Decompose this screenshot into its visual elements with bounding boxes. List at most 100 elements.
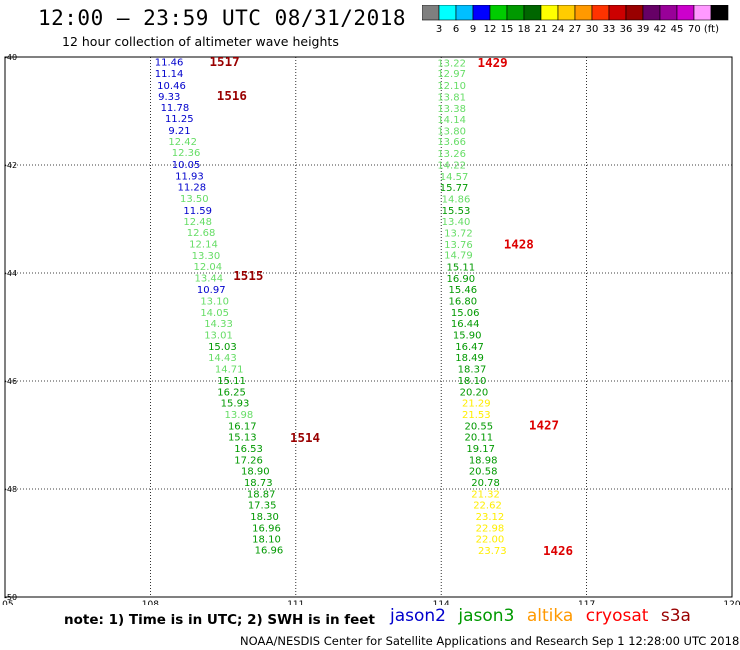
wave-height-value: 13.10 [200, 297, 229, 308]
wave-height-value: 13.40 [442, 217, 471, 228]
wave-height-value: 12.14 [189, 239, 218, 250]
chart-subtitle: 12 hour collection of altimeter wave hei… [62, 34, 339, 49]
wave-height-value: 17.26 [234, 455, 263, 466]
wave-height-value: 16.25 [217, 387, 246, 398]
wave-height-value: 18.10 [252, 535, 281, 546]
wave-height-value: 13.50 [180, 194, 209, 205]
wave-height-value: 12.42 [168, 137, 197, 148]
wave-height-value: 13.80 [437, 126, 466, 137]
wave-height-value: 15.03 [208, 342, 237, 353]
wave-height-value: 11.59 [183, 206, 212, 217]
y-tick-label: -44 [4, 269, 17, 278]
wave-height-value: 20.58 [469, 467, 498, 478]
wave-height-value: 14.05 [200, 308, 229, 319]
wave-height-value: 10.46 [157, 81, 186, 92]
legend-cryosat: cryosat [585, 606, 649, 626]
wave-height-value: 13.44 [195, 273, 224, 284]
wave-height-value: 16.47 [455, 342, 484, 353]
wave-height-value: 9.21 [168, 126, 190, 137]
wave-height-value: 12.68 [187, 228, 216, 239]
colorbar-tick-label: 9 [470, 24, 476, 35]
wave-height-value: 11.14 [155, 69, 184, 80]
wave-height-value: 15.11 [447, 263, 476, 274]
wave-height-value: 15.93 [221, 399, 250, 410]
wave-height-value: 15.11 [217, 376, 246, 387]
colorbar-tick-label: 21 [535, 24, 548, 35]
plot-frame [4, 56, 733, 598]
wave-height-value: 22.62 [473, 501, 502, 512]
colorbar-tick-label: 3 [436, 24, 442, 35]
wave-height-value: 14.57 [440, 172, 469, 183]
wave-height-value: 20.78 [471, 478, 500, 489]
wave-height-value: 18.49 [455, 353, 484, 364]
wave-height-value: 23.73 [478, 546, 507, 557]
legend-jason2: jason2 [390, 606, 446, 626]
x-tick-label: 105 [0, 600, 14, 605]
wave-height-value: 11.93 [175, 171, 204, 182]
wave-height-value: 13.81 [437, 92, 466, 103]
wave-height-value: 16.17 [228, 421, 257, 432]
y-tick-label: -50 [4, 593, 17, 602]
wave-height-value: 10.05 [172, 160, 201, 171]
pass-time-label: 1429 [478, 55, 508, 70]
wave-height-value: 21.29 [462, 399, 491, 410]
wave-height-value: 18.10 [458, 376, 487, 387]
wave-height-value: 16.96 [255, 545, 284, 556]
colorbar-tick-label: 30 [586, 24, 599, 35]
satellite-legend: jason2 jason3 altika cryosat s3a [390, 606, 698, 626]
x-tick-label: 114 [433, 600, 450, 605]
wave-height-value: 23.12 [476, 512, 505, 523]
wave-height-value: 16.44 [451, 319, 480, 330]
wave-height-value: 13.38 [437, 104, 466, 115]
pass-time-label: 1426 [543, 543, 573, 558]
wave-height-value: 12.48 [183, 217, 212, 228]
wave-height-value: 13.66 [437, 137, 466, 148]
wave-height-value: 20.11 [464, 433, 493, 444]
wave-height-value: 12.36 [172, 148, 201, 159]
x-tick-label: 120 [723, 600, 740, 605]
wave-height-value: 19.17 [466, 444, 495, 455]
wave-height-value: 14.33 [204, 319, 233, 330]
wave-height-value: 18.87 [247, 489, 276, 500]
colorbar-tick-label: 36 [620, 24, 633, 35]
y-tick-label: -42 [4, 161, 17, 170]
colorbar-swatch [710, 5, 729, 21]
wave-height-value: 21.53 [462, 410, 491, 421]
wave-height-value: 13.72 [444, 229, 473, 240]
wave-height-value: 16.96 [252, 523, 281, 534]
wave-height-value: 17.35 [248, 501, 277, 512]
wave-height-value: 22.00 [476, 535, 505, 546]
x-tick-label: 117 [578, 600, 595, 605]
wave-height-value: 21.32 [471, 489, 500, 500]
wave-height-value: 18.90 [241, 467, 270, 478]
wave-height-value: 18.98 [469, 455, 498, 466]
wave-height-value: 20.20 [460, 387, 489, 398]
wave-height-value: 15.53 [442, 206, 471, 217]
wave-height-value: 12.04 [194, 262, 223, 273]
wave-height-value: 18.37 [458, 365, 487, 376]
wave-height-value: 13.76 [444, 240, 473, 251]
wave-height-value: 13.22 [437, 58, 466, 69]
pass-time-label: 1427 [529, 418, 559, 433]
wave-height-value: 14.86 [442, 194, 471, 205]
legend-s3a: s3a [660, 606, 691, 626]
pass-time-label: 1514 [290, 430, 320, 445]
pass-time-label: 1515 [233, 268, 263, 283]
wave-height-value: 15.06 [451, 308, 480, 319]
wave-height-value: 13.98 [225, 410, 254, 421]
wave-height-value: 14.22 [437, 160, 466, 171]
footnote: note: 1) Time is in UTC; 2) SWH is in fe… [64, 612, 375, 628]
wave-height-value: 12.97 [437, 69, 466, 80]
credit-line: NOAA/NESDIS Center for Satellite Applica… [240, 634, 740, 648]
colorbar-tick-label: 15 [501, 24, 514, 35]
colorbar-tick-label: 33 [603, 24, 616, 35]
wave-height-value: 14.71 [215, 365, 244, 376]
wave-height-value: 15.90 [453, 331, 482, 342]
colorbar-tick-label: 42 [654, 24, 667, 35]
wave-height-colorbar: 3 6 9 12 15 18 21 24 27 30 33 36 39 42 45 70 (ft) [422, 5, 729, 35]
wave-height-value: 18.73 [244, 478, 273, 489]
wave-height-value: 11.46 [155, 57, 184, 68]
wave-height-value: 14.14 [437, 115, 466, 126]
wave-height-value: 12.10 [437, 81, 466, 92]
x-tick-label: 108 [142, 600, 159, 605]
